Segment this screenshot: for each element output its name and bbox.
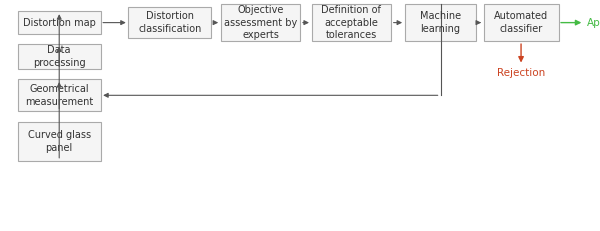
Text: Distortion
classification: Distortion classification xyxy=(138,11,202,34)
FancyBboxPatch shape xyxy=(221,4,300,41)
FancyBboxPatch shape xyxy=(405,4,476,41)
FancyBboxPatch shape xyxy=(312,4,391,41)
Text: Geometrical
measurement: Geometrical measurement xyxy=(25,84,94,107)
FancyBboxPatch shape xyxy=(18,11,101,34)
Text: Distortion map: Distortion map xyxy=(23,18,95,28)
Text: Automated
classifier: Automated classifier xyxy=(494,11,548,34)
FancyBboxPatch shape xyxy=(18,122,101,161)
Text: Machine
learning: Machine learning xyxy=(420,11,461,34)
FancyBboxPatch shape xyxy=(484,4,559,41)
Text: Rejection: Rejection xyxy=(497,68,545,78)
FancyBboxPatch shape xyxy=(18,79,101,112)
Text: Curved glass
panel: Curved glass panel xyxy=(28,130,91,153)
FancyBboxPatch shape xyxy=(18,44,101,70)
Text: Objective
assessment by
experts: Objective assessment by experts xyxy=(224,5,297,40)
Text: Data
processing: Data processing xyxy=(33,45,86,68)
Text: Approval: Approval xyxy=(587,18,600,28)
Text: Definition of
acceptable
tolerances: Definition of acceptable tolerances xyxy=(322,5,381,40)
FancyBboxPatch shape xyxy=(128,7,211,38)
